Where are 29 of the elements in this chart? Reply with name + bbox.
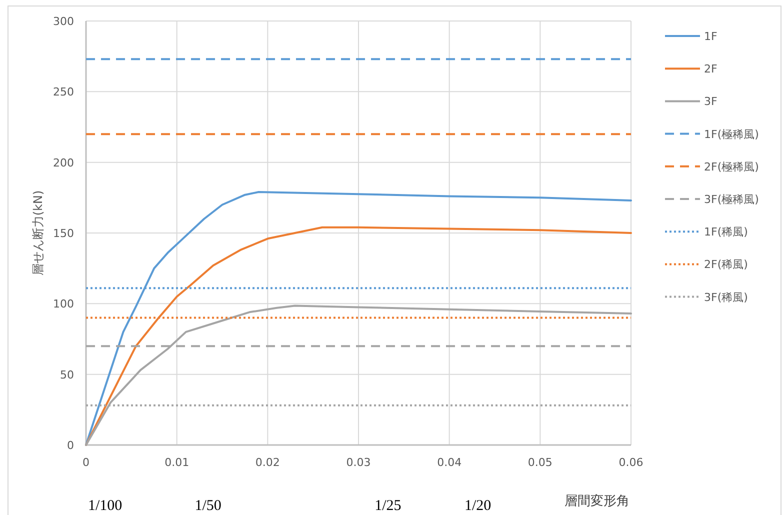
text: 1/25	[374, 498, 402, 514]
legend-label: 3F(稀風)	[704, 290, 748, 304]
x-tick-label: 0.06	[618, 456, 644, 469]
y-axis-title: 層せん断力(kN)	[31, 190, 45, 276]
legend-label: 1F(極稀風)	[704, 128, 759, 141]
y-tick-label: 250	[53, 86, 74, 99]
y-tick-label: 300	[53, 15, 74, 28]
legend-label: 2F	[704, 62, 718, 76]
legend-label: 3F(極稀風)	[704, 193, 759, 206]
legend-label: 1F	[704, 30, 718, 43]
legend-label: 2F(極稀風)	[704, 160, 759, 174]
x-tick-label: 0.05	[528, 456, 552, 469]
y-tick-label: 100	[53, 298, 74, 311]
text: 1/20	[464, 498, 492, 514]
text: 1/50	[194, 498, 222, 514]
x-tick-label: 0	[82, 456, 90, 469]
legend-label: 2F(稀風)	[704, 258, 748, 272]
text: 1/100	[88, 498, 122, 514]
x-axis-title: 層間変形角	[564, 493, 630, 509]
y-tick-label: 150	[53, 227, 74, 240]
x-tick-label: 0.04	[437, 456, 462, 469]
y-tick-label: 0	[67, 439, 74, 452]
x-tick-label: 0.02	[255, 456, 280, 469]
y-tick-label: 50	[60, 368, 74, 382]
y-tick-label: 200	[53, 156, 74, 170]
legend-label: 3F	[704, 95, 718, 108]
x-tick-label: 0.01	[164, 456, 190, 469]
legend-label: 1F(稀風)	[704, 226, 748, 239]
x-tick-label: 0.03	[346, 456, 371, 469]
